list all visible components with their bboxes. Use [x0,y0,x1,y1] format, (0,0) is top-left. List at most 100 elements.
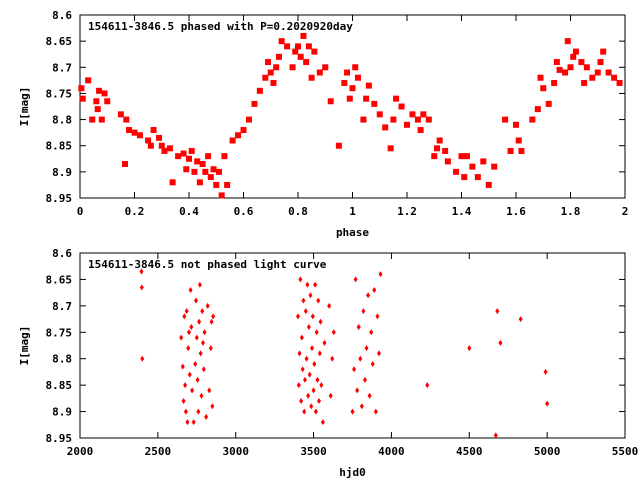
data-point [299,398,304,404]
y-tick-label: 8.6 [52,9,72,22]
data-point [375,313,380,320]
data-point [309,403,314,410]
data-point [245,116,252,123]
data-point [414,116,421,123]
chart-panel-2: 2000 2500 3000 3500 4000 4500 5000 5500 8.6 8.65 8… [18,247,638,479]
data-point [616,79,623,86]
data-point [545,400,550,407]
y-tick-label: 8.7 [52,300,72,313]
x-tick-label: 3000 [222,445,249,458]
data-point [393,95,400,102]
data-point [299,334,304,341]
data-point [543,368,548,375]
data-point [463,153,470,160]
data-point [275,53,282,60]
x-tick-label: 1 [349,205,356,218]
data-point [327,302,332,309]
chart-panel-1: 0 0.2 0.4 0.6 0.8 1 1.2 1.4 1.6 1.8 2 8.6 8.65 8.7 8.7… [18,9,628,239]
data-point [363,95,370,102]
data-point [93,98,100,105]
data-point [296,382,301,389]
data-point [583,64,590,71]
data-point [362,376,367,383]
data-point [352,366,357,373]
data-point [600,48,607,55]
data-point [278,38,285,45]
chart-title: 154611-3846.5 not phased light curve [88,258,327,271]
data-point [515,137,522,144]
data-point [570,53,577,60]
data-point [284,43,291,50]
data-point [328,392,333,399]
data-point [197,318,202,325]
x-axis-label: phase [336,226,369,239]
data-point [198,350,203,357]
data-point [518,316,523,323]
data-point [89,116,96,123]
data-point [235,132,242,139]
data-point [85,77,92,84]
data-point [376,350,381,357]
data-point [319,382,324,389]
data-point [310,345,315,352]
x-tick-label: 0.6 [234,205,254,218]
data-point [314,329,319,336]
data-point [297,350,302,357]
data-point [289,64,296,71]
x-tick-label: 1.6 [506,205,526,218]
data-point [79,95,86,102]
data-point [420,111,427,118]
data-point [194,297,199,304]
data-point [469,163,476,170]
x-tick-label: 0.8 [288,205,308,218]
x-tick-label: 3500 [300,445,327,458]
data-point [493,432,498,439]
data-point [480,158,487,165]
data-point [210,166,217,173]
x-tick-label: 1.2 [397,205,417,218]
data-point [161,147,168,154]
data-point [302,408,307,415]
data-point [330,355,335,362]
data-point [262,74,269,81]
data-point [417,127,424,134]
data-point [208,345,213,352]
data-point [207,387,212,394]
data-point [121,161,128,168]
data-point [605,69,612,76]
data-point [398,103,405,110]
data-point [301,297,306,304]
data-point [140,355,145,362]
x-tick-label: 1.8 [561,205,581,218]
data-point [186,345,191,352]
data-point [224,181,231,188]
data-point [126,127,133,134]
data-point [181,398,186,404]
plot-frame [79,252,626,439]
data-point [311,387,316,394]
data-point [320,419,325,426]
data-point [507,147,514,154]
y-tick-label: 8.85 [46,140,73,153]
data-point [310,313,315,320]
data-point [187,329,191,336]
data-point [318,318,323,325]
data-point [147,142,154,149]
data-point [190,387,195,394]
data-point [372,287,377,293]
data-point [185,419,190,426]
data-point [180,150,187,157]
y-tick-label: 8.9 [52,166,72,179]
data-point [183,166,190,173]
data-point [425,116,432,123]
data-point [191,168,198,175]
y-axis-label: I[mag] [18,326,31,366]
data-point [166,145,173,152]
data-point [581,79,588,86]
data-point [101,90,108,97]
data-point [513,121,519,128]
data-point [316,69,323,76]
data-point [331,329,336,336]
data-point [365,82,372,89]
